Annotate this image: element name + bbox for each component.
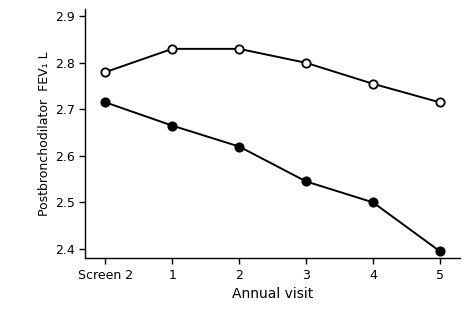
Y-axis label: Postbronchodilator  FEV₁ L: Postbronchodilator FEV₁ L	[38, 51, 51, 216]
X-axis label: Annual visit: Annual visit	[232, 287, 313, 301]
